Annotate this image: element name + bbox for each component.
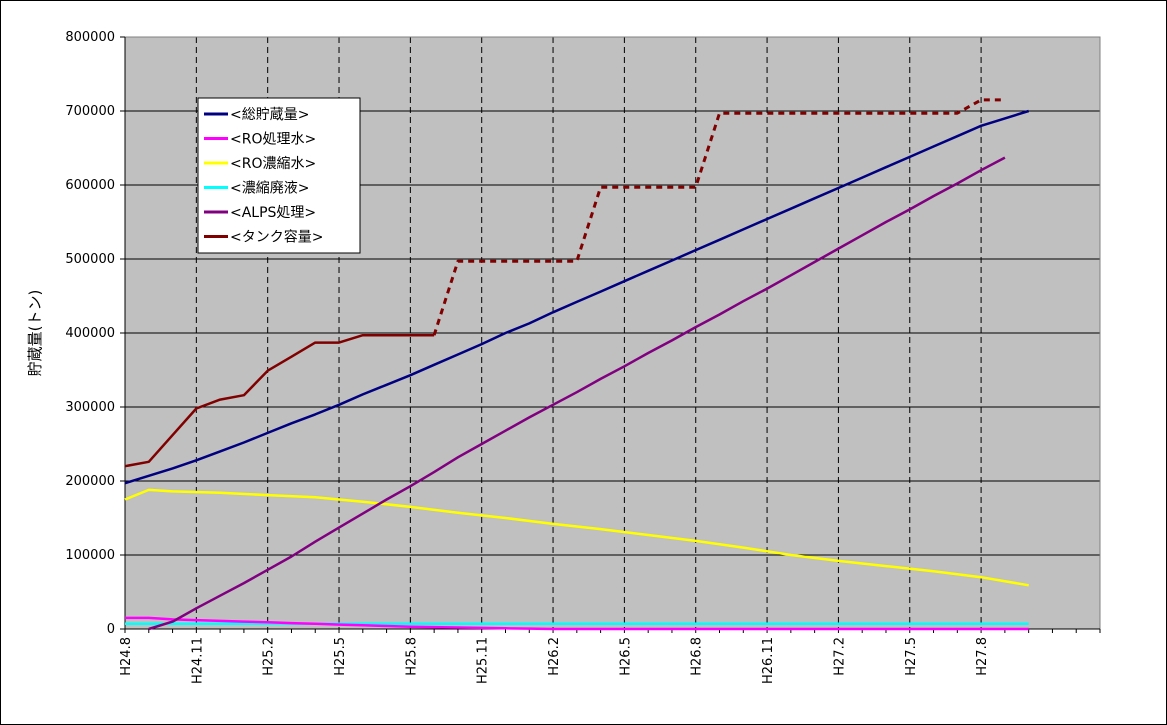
legend-box [197,97,361,254]
x-tick-label: H26.8 [690,637,705,676]
x-tick-label: H25.11 [476,637,491,684]
y-tick-label: 500000 [65,252,115,267]
x-tick-label: H25.2 [262,637,277,676]
legend-label: <濃縮廃液> [230,180,309,197]
series-line [124,488,1029,587]
x-tick-label: H26.5 [618,637,633,676]
x-tick-label: H27.5 [904,637,919,676]
legend-label: <RO処理水> [230,132,316,148]
x-tick-label: H27.8 [975,637,990,676]
y-axis-label: 貯蔵量(トン) [26,290,44,377]
x-tick-label: H25.8 [404,637,419,676]
series-line [124,109,1030,485]
series-line [148,156,1006,631]
y-tick-label: 700000 [65,104,115,119]
legend-label: <ALPS処理> [230,205,316,221]
x-tick-label: H26.11 [761,637,776,684]
y-tick-label: 800000 [65,30,115,45]
y-tick-label: 0 [107,622,115,637]
y-tick-label: 300000 [65,400,115,415]
x-tick-label: H27.2 [832,637,847,676]
y-tick-label: 100000 [65,548,115,563]
x-tick-label: H25.5 [333,637,348,676]
legend-label: <タンク容量> [230,229,323,246]
legend-label: <総貯蔵量> [230,107,309,123]
y-tick-label: 200000 [65,474,115,489]
x-tick-label: H26.2 [547,637,562,676]
x-tick-label: H24.11 [190,637,205,684]
y-tick-label: 400000 [65,326,115,341]
y-tick-label: 600000 [65,178,115,193]
x-tick-label: H24.8 [119,637,134,676]
series-line [124,333,435,468]
legend-label: <RO濃縮水> [230,156,316,172]
series-line [125,616,1029,631]
legend: <総貯蔵量> <RO処理水> <RO濃縮水> <濃縮廃液> <ALPS処理> <タンク容量… [197,97,361,254]
